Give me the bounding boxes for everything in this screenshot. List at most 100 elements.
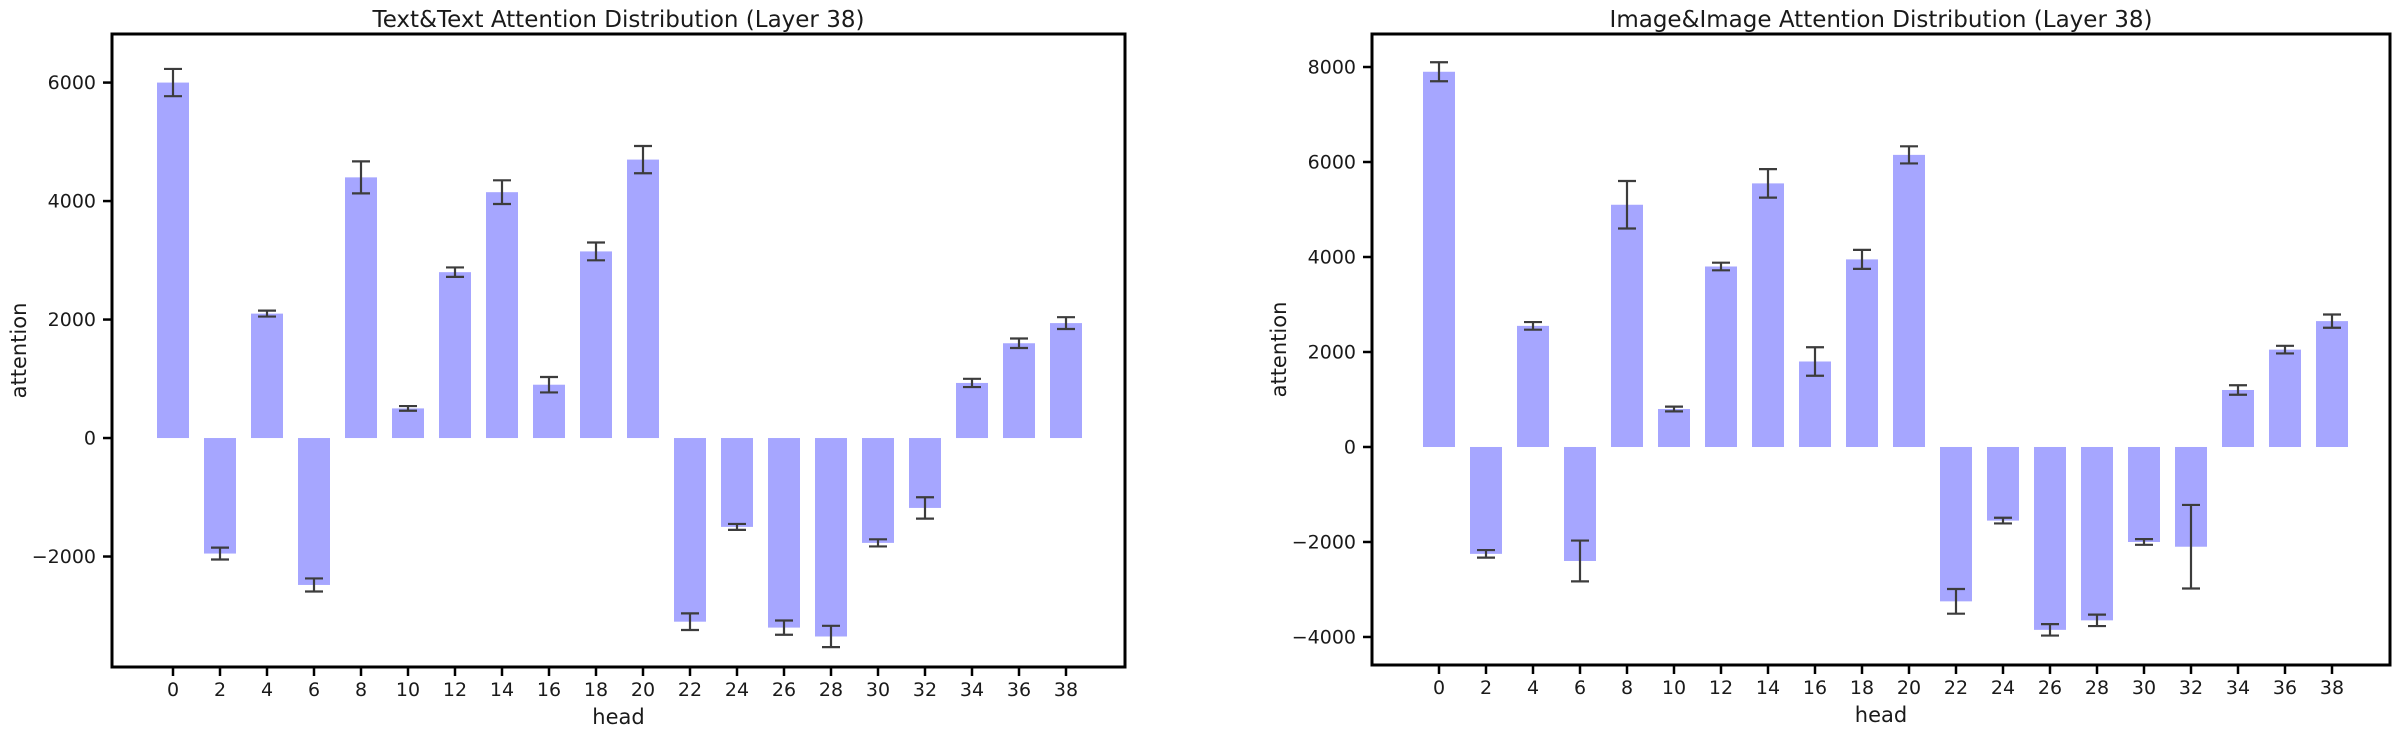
- errorbar-h32: [916, 496, 934, 520]
- errorbar-h6: [1571, 539, 1589, 583]
- errorbar-h22: [1947, 587, 1965, 615]
- bar-h14: [1752, 183, 1784, 447]
- y-tick-label: −2000: [1292, 531, 1356, 553]
- errorbar-h4: [258, 309, 276, 318]
- errorbar-h24: [1994, 516, 2012, 525]
- x-tick-label: 20: [631, 679, 655, 701]
- chart-title: Text&Text Attention Distribution (Layer …: [372, 7, 865, 33]
- x-tick-label: 22: [1944, 677, 1968, 699]
- x-tick-label: 34: [960, 679, 984, 701]
- errorbar-h2: [211, 546, 229, 561]
- bar-h0: [157, 82, 189, 439]
- errorbar-h32: [2182, 503, 2200, 590]
- x-tick-label: 38: [2320, 677, 2344, 699]
- bar-h2: [1470, 446, 1502, 554]
- x-axis-label: head: [592, 705, 644, 729]
- bar-h36: [2269, 349, 2301, 447]
- bar-h24: [1987, 446, 2019, 521]
- x-tick-label: 38: [1054, 679, 1078, 701]
- errorbar-h18: [1853, 248, 1871, 270]
- x-tick-label: 34: [2226, 677, 2250, 699]
- x-tick-label: 2: [214, 679, 226, 701]
- bar-h6: [298, 438, 330, 585]
- bar-h18: [1846, 259, 1878, 447]
- bar-h8: [1611, 204, 1643, 447]
- y-tick-label: 4000: [48, 191, 96, 213]
- errorbar-h0: [1430, 61, 1448, 83]
- x-tick-label: 28: [2085, 677, 2109, 699]
- bar-h2: [204, 438, 236, 554]
- bar-h20: [1893, 154, 1925, 447]
- x-tick-label: 16: [1803, 677, 1827, 699]
- bar-h18: [580, 251, 612, 439]
- x-tick-label: 36: [2273, 677, 2297, 699]
- bar-h12: [439, 272, 471, 439]
- bar-h30: [2128, 446, 2160, 542]
- errorbar-h16: [540, 375, 558, 394]
- bar-h12: [1705, 266, 1737, 447]
- bar-h30: [862, 438, 894, 543]
- errorbar-h38: [2323, 313, 2341, 329]
- errorbar-h36: [1010, 337, 1028, 350]
- x-tick-label: 14: [1756, 677, 1780, 699]
- errorbar-h26: [2041, 623, 2059, 637]
- x-tick-label: 4: [261, 679, 273, 701]
- bar-h20: [627, 159, 659, 439]
- y-tick-label: −4000: [1292, 626, 1356, 648]
- errorbar-h6: [305, 577, 323, 593]
- errorbar-h28: [822, 624, 840, 649]
- y-tick-label: 8000: [1308, 56, 1356, 78]
- y-tick-label: 0: [84, 427, 96, 449]
- x-tick-label: 32: [2179, 677, 2203, 699]
- errorbar-h4: [1524, 320, 1542, 331]
- bar-h16: [533, 384, 565, 439]
- bar-h10: [392, 408, 424, 439]
- plot-border: [1370, 32, 2392, 667]
- x-tick-label: 14: [490, 679, 514, 701]
- x-tick-label: 2: [1480, 677, 1492, 699]
- errorbar-h20: [1900, 145, 1918, 165]
- errorbar-h22: [681, 612, 699, 632]
- x-tick-label: 28: [819, 679, 843, 701]
- errorbar-h20: [634, 144, 652, 175]
- x-tick-label: 10: [1662, 677, 1686, 699]
- x-tick-label: 26: [2038, 677, 2062, 699]
- x-tick-label: 12: [1709, 677, 1733, 699]
- y-tick-label: −2000: [32, 546, 96, 568]
- errorbar-h14: [1759, 168, 1777, 199]
- errorbar-h38: [1057, 316, 1075, 331]
- errorbar-h28: [2088, 613, 2106, 628]
- y-tick-label: 2000: [48, 309, 96, 331]
- errorbar-h8: [1618, 179, 1636, 230]
- errorbar-h8: [352, 160, 370, 195]
- x-axis-label: head: [1855, 703, 1907, 727]
- bar-h10: [1658, 408, 1690, 447]
- x-tick-label: 6: [1574, 677, 1586, 699]
- x-tick-label: 10: [396, 679, 420, 701]
- x-tick-label: 22: [678, 679, 702, 701]
- errorbar-h12: [1712, 261, 1730, 272]
- errorbar-h2: [1477, 548, 1495, 559]
- x-tick-label: 8: [1621, 677, 1633, 699]
- plot-border: [110, 32, 1127, 669]
- errorbar-h34: [963, 377, 981, 389]
- errorbar-h36: [2276, 344, 2294, 355]
- bar-h14: [486, 192, 518, 439]
- bar-h0: [1423, 71, 1455, 447]
- bar-h34: [956, 382, 988, 439]
- x-tick-label: 0: [1433, 677, 1445, 699]
- bar-h24: [721, 438, 753, 527]
- x-tick-label: 30: [2132, 677, 2156, 699]
- bar-h8: [345, 177, 377, 439]
- x-tick-label: 24: [725, 679, 749, 701]
- errorbar-h24: [728, 522, 746, 531]
- bar-h36: [1003, 343, 1035, 439]
- x-tick-label: 0: [167, 679, 179, 701]
- bar-h34: [2222, 389, 2254, 447]
- errorbar-h10: [1665, 405, 1683, 413]
- bar-h38: [2316, 321, 2348, 447]
- errorbar-h14: [493, 179, 511, 206]
- bar-h28: [2081, 446, 2113, 621]
- x-tick-label: 12: [443, 679, 467, 701]
